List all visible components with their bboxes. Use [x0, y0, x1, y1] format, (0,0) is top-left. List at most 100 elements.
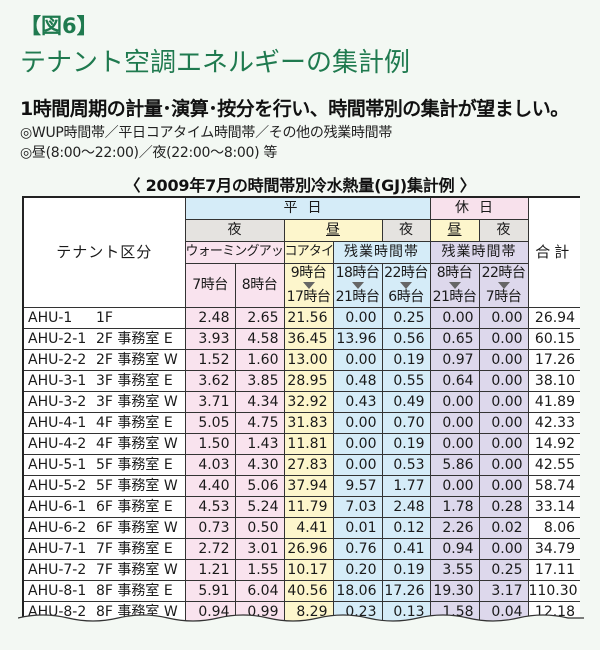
- val-ot1: 0.01: [332, 516, 383, 539]
- table-row: AHU-1 1F 2.48 2.65 21.56 0.00 0.25 0.00 0.00 26.9…: [22, 306, 580, 329]
- val-core: 11.81: [283, 432, 334, 455]
- val-core: 21.56: [283, 306, 334, 329]
- tenant-id: AHU-6-2: [28, 519, 87, 536]
- val-h2: 3.17: [478, 579, 529, 602]
- val-7: 3.71: [184, 390, 236, 413]
- energy-table: テナント区分 平日 休日 合計 夜 昼 夜 昼 夜 ウォーミングアップ コアタイ…: [22, 196, 580, 624]
- val-core: 40.56: [283, 579, 334, 602]
- val-total: 34.79: [527, 537, 580, 560]
- val-8: 1.55: [234, 558, 285, 581]
- tenant-cell: AHU-7-1 7F 事務室 E: [22, 537, 186, 560]
- val-core: 27.83: [283, 453, 334, 476]
- val-core: 28.95: [283, 369, 334, 392]
- val-ot1: 0.48: [332, 369, 383, 392]
- val-8: 0.50: [234, 516, 285, 539]
- header-col-7: 7時台: [184, 262, 236, 308]
- val-core: 36.45: [283, 327, 334, 350]
- val-ot1: 0.20: [332, 558, 383, 581]
- val-7: 2.72: [184, 537, 236, 560]
- val-ot1: 0.00: [332, 432, 383, 455]
- core-to: 17時台: [286, 288, 331, 305]
- val-h2: 0.02: [478, 516, 529, 539]
- val-core: 37.94: [283, 474, 334, 497]
- val-h2: 0.28: [478, 495, 529, 518]
- val-total: 26.94: [527, 306, 580, 329]
- val-ot2: 0.55: [381, 369, 431, 392]
- h2-to: 7時台: [485, 288, 522, 305]
- tenant-id: AHU-8-1: [28, 582, 87, 599]
- core-from: 9時台: [290, 264, 327, 281]
- val-8: 6.04: [234, 579, 285, 602]
- val-h1: 0.94: [429, 537, 480, 560]
- tenant-id: AHU-3-1: [28, 372, 87, 389]
- table-row: AHU-3-2 3F 事務室 W 3.71 4.34 32.92 0.43 0.49 0.00…: [22, 390, 580, 413]
- val-h1: 0.00: [429, 474, 480, 497]
- tenant-name: 4F 事務室 W: [96, 435, 178, 452]
- tenant-id: AHU-7-2: [28, 561, 87, 578]
- arrow-down-icon: [497, 281, 510, 289]
- tenant-cell: AHU-6-1 6F 事務室 E: [22, 495, 186, 518]
- table-row: AHU-7-1 7F 事務室 E 2.72 3.01 26.96 0.76 0.41 0.94…: [22, 537, 580, 560]
- header-weekday-night2: 夜: [381, 218, 431, 242]
- ot1-to: 21時台: [335, 288, 380, 305]
- tenant-id: AHU-3-2: [28, 393, 87, 410]
- val-total: 17.26: [527, 348, 580, 371]
- header-col-h1: 8時台 21時台: [429, 262, 480, 308]
- val-8: 3.01: [234, 537, 285, 560]
- val-7: 4.40: [184, 474, 236, 497]
- val-ot1: 0.76: [332, 537, 383, 560]
- val-ot2: 0.56: [381, 327, 431, 350]
- tenant-name: 2F 事務室 W: [96, 351, 178, 368]
- val-core: 10.17: [283, 558, 334, 581]
- header-weekday: 平日: [184, 196, 431, 220]
- val-h2: 0.04: [478, 600, 529, 623]
- val-core: 13.00: [283, 348, 334, 371]
- table-row: AHU-5-1 5F 事務室 E 4.03 4.30 27.83 0.00 0.53 5.86…: [22, 453, 580, 476]
- tenant-cell: AHU-5-2 5F 事務室 W: [22, 474, 186, 497]
- h1-to: 21時台: [432, 288, 477, 305]
- val-ot2: 2.48: [381, 495, 431, 518]
- header-coretime: コアタイム: [283, 240, 334, 264]
- val-ot2: 0.53: [381, 453, 431, 476]
- val-7: 5.91: [184, 579, 236, 602]
- val-7: 4.53: [184, 495, 236, 518]
- header-holiday: 休日: [429, 196, 529, 220]
- table-row: AHU-2-1 2F 事務室 E 3.93 4.58 36.45 13.96 0.56 0.6…: [22, 327, 580, 350]
- torn-edge-decoration: [18, 614, 584, 634]
- val-core: 32.92: [283, 390, 334, 413]
- arrow-down-icon: [351, 281, 364, 289]
- val-7: 1.52: [184, 348, 236, 371]
- val-8: 1.43: [234, 432, 285, 455]
- val-ot1: 13.96: [332, 327, 383, 350]
- val-ot2: 17.26: [381, 579, 431, 602]
- val-8: 4.58: [234, 327, 285, 350]
- ot2-to: 6時台: [388, 288, 424, 305]
- val-8: 5.24: [234, 495, 285, 518]
- header-col-ot2: 22時台 6時台: [381, 262, 431, 308]
- val-h1: 0.00: [429, 306, 480, 329]
- header-holiday-night: 夜: [478, 218, 529, 242]
- table-row: AHU-4-1 4F 事務室 E 5.05 4.75 31.83 0.00 0.70 0.00…: [22, 411, 580, 434]
- header-holiday-day: 昼: [429, 218, 480, 242]
- val-total: 14.92: [527, 432, 580, 455]
- tenant-name: 6F 事務室 W: [96, 519, 178, 536]
- val-total: 41.89: [527, 390, 580, 413]
- val-total: 60.15: [527, 327, 580, 350]
- val-h2: 0.00: [478, 390, 529, 413]
- val-8: 5.06: [234, 474, 285, 497]
- val-h1: 0.64: [429, 369, 480, 392]
- tenant-name: 2F 事務室 E: [96, 330, 173, 347]
- tenant-cell: AHU-1 1F: [22, 306, 186, 329]
- tenant-name: 7F 事務室 E: [96, 540, 173, 557]
- header-col-core: 9時台 17時台: [283, 262, 334, 308]
- val-ot1: 9.57: [332, 474, 383, 497]
- table-row: AHU-2-2 2F 事務室 W 1.52 1.60 13.00 0.00 0.19 0.97…: [22, 348, 580, 371]
- tenant-cell: AHU-8-1 8F 事務室 E: [22, 579, 186, 602]
- val-ot1: 0.00: [332, 411, 383, 434]
- tenant-cell: AHU-6-2 6F 事務室 W: [22, 516, 186, 539]
- val-total: 8.06: [527, 516, 580, 539]
- val-h2: 0.00: [478, 411, 529, 434]
- val-h1: 0.00: [429, 411, 480, 434]
- tenant-name: 6F 事務室 E: [96, 498, 173, 515]
- header-weekday-day-label: 昼: [326, 222, 340, 238]
